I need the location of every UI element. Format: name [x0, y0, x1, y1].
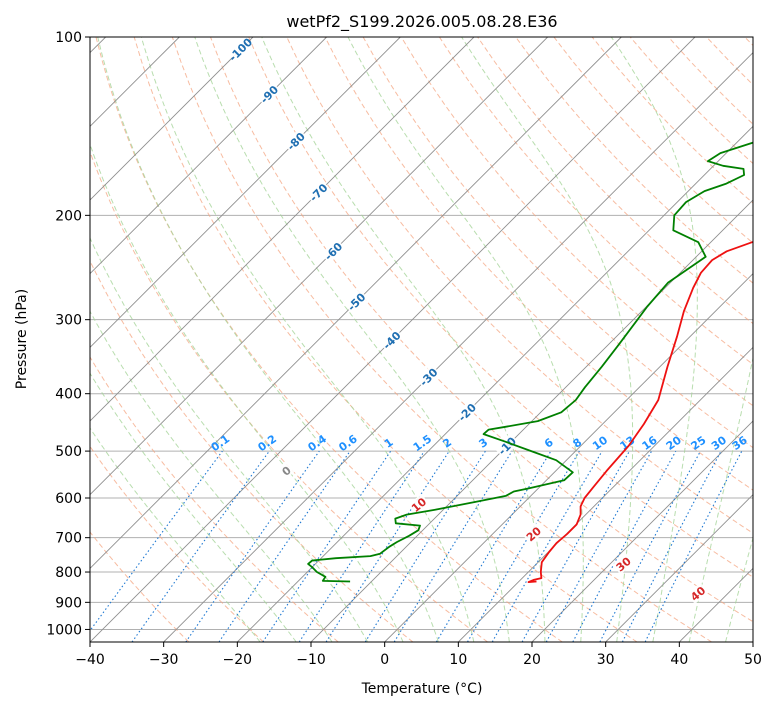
- isotherm-line: [531, 420, 753, 642]
- mixing-ratio-line: [185, 450, 320, 642]
- mixing-ratio-line: [393, 450, 513, 642]
- axes: −40 −30 −20 −10 0 10 20 30 40 50 100 200 300 400 500 60…: [46, 30, 762, 668]
- isotherm-label-bg: [454, 399, 480, 425]
- dry-adiabat: [90, 445, 264, 642]
- x-tick-label: 20: [523, 652, 541, 668]
- mixing-ratio-line: [90, 450, 223, 632]
- moist-adiabat: [261, 37, 546, 642]
- moist-adiabat-label-bg: [686, 582, 709, 604]
- y-tick-label: 600: [55, 491, 82, 507]
- mixing-ratio-line: [262, 450, 392, 642]
- y-tick-label: 700: [55, 531, 82, 547]
- isotherm-line: [237, 125, 753, 642]
- dry-adiabat: [400, 37, 753, 407]
- y-tick-label: 100: [55, 30, 82, 46]
- isotherm-label-bg: [283, 128, 309, 154]
- y-tick-label: 200: [55, 208, 82, 224]
- dry-adiabat: [210, 37, 753, 623]
- mixing-ratio-line: [521, 450, 630, 642]
- moist-adiabat: [97, 37, 439, 642]
- moist-adiabat: [347, 37, 584, 642]
- isotherm-line: [90, 37, 622, 569]
- mixing-ratio-line: [218, 450, 351, 642]
- x-tick-label: −40: [75, 652, 105, 668]
- isotherm-line: [605, 494, 753, 642]
- x-tick-label: 30: [597, 652, 615, 668]
- y-axis-label: Pressure (hPa): [14, 289, 30, 389]
- x-tick-label: −10: [296, 652, 326, 668]
- isotherm-label-bg: [320, 238, 346, 264]
- dry-adiabat: [438, 37, 753, 366]
- x-tick-label: −30: [149, 652, 179, 668]
- plot-frame: [89, 36, 754, 643]
- moist-adiabat-label-bg: [522, 522, 545, 545]
- dry-adiabat: [90, 356, 339, 642]
- isotherm-label-bg: [343, 289, 369, 314]
- moist-adiabat: [725, 536, 753, 642]
- x-tick-label: 40: [670, 652, 688, 668]
- moist-adiabat: [90, 236, 369, 642]
- isotherm-label-bg: [256, 81, 282, 107]
- isotherm-label-bg: [379, 327, 404, 353]
- moist-adiabat: [194, 37, 510, 642]
- mixing-ratio-line: [644, 450, 743, 642]
- isotherm-line: [90, 37, 475, 422]
- dry-adiabat: [515, 37, 753, 284]
- isotherm-line: [90, 37, 327, 275]
- isotherm-label-bg: [494, 433, 520, 458]
- mixing-ratio-line: [131, 450, 270, 642]
- y-tick-label: 800: [55, 565, 82, 581]
- x-tick-label: 0: [380, 652, 389, 668]
- plot-area: 0.10.20.40.611.52346810131620253036-100-…: [90, 37, 753, 642]
- isotherm-line: [310, 199, 753, 642]
- dry-adiabat: [133, 37, 638, 642]
- moist-adiabat-label-bg: [407, 493, 430, 516]
- x-tick-label: −20: [223, 652, 253, 668]
- dry-adiabat: [90, 531, 190, 642]
- y-tick-label: 1000: [46, 622, 82, 638]
- dry-adiabat: [171, 37, 712, 642]
- moist-adiabat: [90, 427, 261, 642]
- x-axis-label: Temperature (°C): [361, 681, 483, 697]
- dry-adiabat: [248, 37, 753, 578]
- moist-adiabat-label-bg: [275, 459, 298, 482]
- chart-title: wetPf2_S199.2026.005.08.28.E36: [286, 12, 557, 32]
- moist-adiabat: [140, 37, 475, 642]
- y-tick-label: 900: [55, 595, 82, 611]
- isotherm-line: [90, 37, 548, 496]
- isotherm-line: [384, 273, 753, 642]
- isotherm-line: [90, 37, 254, 201]
- isotherm-label-bg: [227, 37, 253, 62]
- temperature-profile: [527, 240, 753, 583]
- isotherm-label-bg: [305, 179, 331, 205]
- dewpoint-profile: [307, 141, 753, 583]
- isotherm-line: [163, 52, 753, 642]
- isotherm-label-bg: [415, 364, 441, 390]
- dry-adiabat: [90, 150, 488, 642]
- moist-adiabat-label-bg: [612, 553, 635, 575]
- moist-adiabat: [90, 142, 404, 642]
- mixing-ratio-line: [545, 450, 653, 642]
- mixing-ratio-line: [325, 450, 450, 642]
- mixing-ratio-line: [298, 450, 425, 642]
- x-tick-label: 50: [744, 652, 762, 668]
- y-tick-label: 500: [55, 444, 82, 460]
- y-tick-label: 300: [55, 313, 82, 329]
- moist-adiabat: [90, 372, 297, 642]
- moist-adiabat: [90, 310, 333, 642]
- dry-adiabat: [324, 37, 753, 491]
- x-tick-label: 10: [449, 652, 467, 668]
- y-tick-label: 400: [55, 387, 82, 403]
